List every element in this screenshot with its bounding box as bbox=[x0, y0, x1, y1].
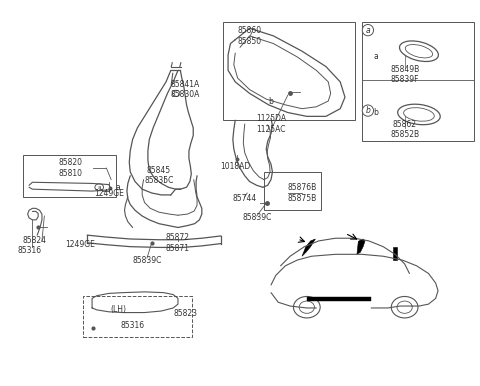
Text: 1018AD: 1018AD bbox=[220, 162, 251, 171]
Bar bbox=[362, 22, 474, 141]
Text: 85824: 85824 bbox=[23, 236, 47, 245]
Text: 85839C: 85839C bbox=[132, 256, 162, 264]
Text: b: b bbox=[365, 106, 371, 115]
Text: 85845
85835C: 85845 85835C bbox=[144, 166, 174, 185]
Polygon shape bbox=[307, 297, 371, 301]
Text: 85862
85852B: 85862 85852B bbox=[390, 120, 419, 139]
Text: b: b bbox=[373, 108, 378, 117]
Text: 85839C: 85839C bbox=[242, 213, 271, 222]
Text: 85316: 85316 bbox=[18, 246, 42, 255]
Bar bbox=[23, 155, 116, 197]
Text: 85316: 85316 bbox=[120, 321, 144, 330]
Text: a: a bbox=[116, 183, 120, 192]
Polygon shape bbox=[393, 247, 397, 260]
Text: 85876B
85875B: 85876B 85875B bbox=[288, 183, 317, 203]
Bar bbox=[264, 172, 321, 210]
Text: b: b bbox=[269, 96, 274, 105]
Bar bbox=[83, 296, 192, 337]
Text: 85849B
85839F: 85849B 85839F bbox=[390, 64, 419, 84]
Text: 85744: 85744 bbox=[233, 194, 257, 203]
Text: 85860
85850: 85860 85850 bbox=[238, 26, 262, 46]
Text: 85872
85871: 85872 85871 bbox=[166, 233, 190, 252]
Polygon shape bbox=[302, 239, 315, 256]
Text: (LH): (LH) bbox=[110, 305, 126, 314]
Text: 85820
85810: 85820 85810 bbox=[59, 158, 83, 178]
Text: a: a bbox=[366, 25, 370, 35]
Text: 1249GE: 1249GE bbox=[65, 240, 95, 249]
Text: 1125DA
1125AC: 1125DA 1125AC bbox=[256, 114, 286, 134]
Text: 1249GE: 1249GE bbox=[94, 188, 124, 198]
Bar bbox=[223, 22, 355, 120]
Text: a: a bbox=[97, 185, 101, 190]
Text: 85841A
85830A: 85841A 85830A bbox=[170, 80, 200, 99]
Text: a: a bbox=[373, 52, 378, 61]
Polygon shape bbox=[357, 239, 365, 254]
Text: 85823: 85823 bbox=[173, 309, 197, 318]
